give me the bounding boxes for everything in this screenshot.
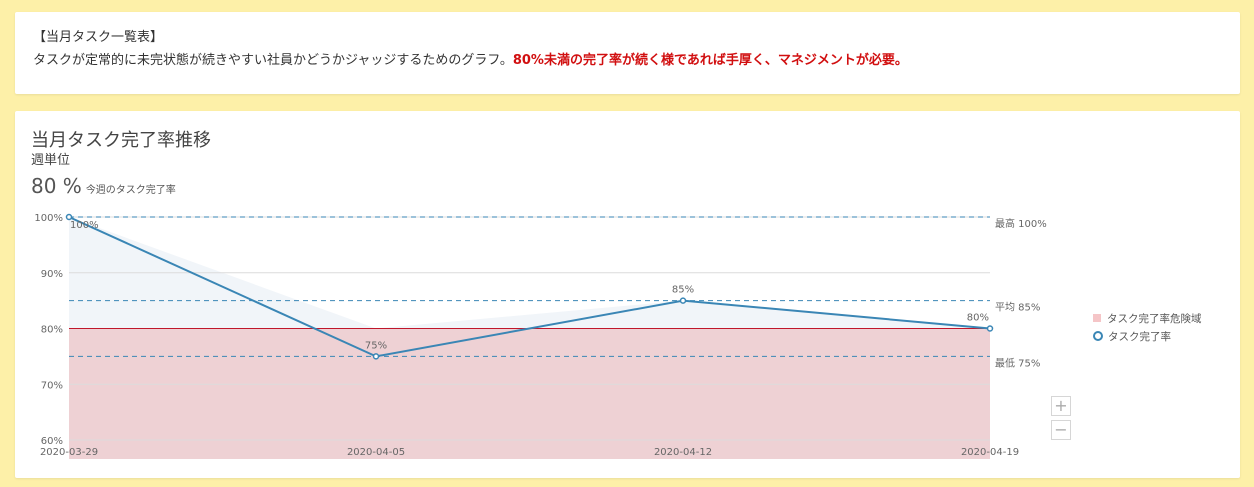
data-label: 100% (70, 220, 99, 231)
data-point (65, 213, 73, 221)
y-tick-label: 80% (41, 325, 63, 336)
y-tick-label: 100% (34, 213, 63, 224)
data-point (986, 325, 994, 332)
y-tick-label: 60% (41, 436, 63, 447)
x-tick-label: 2020-03-29 (40, 447, 98, 458)
chart-subtitle: 週単位 (31, 153, 71, 168)
x-tick-label: 2020-04-19 (961, 447, 1019, 458)
info-description-text: タスクが定常的に未完状態が続きやすい社員かどうかジャッジするためのグラフ。 (33, 53, 513, 68)
completion-rate-chart: 60% 70% 80% 90% 100% 最高 100% 平均 85% 最低 75% 2020-… (34, 213, 1047, 459)
y-tick-label: 90% (41, 269, 63, 280)
completion-rate-line (68, 216, 991, 358)
chart-title: 当月タスク完了率推移 (31, 130, 211, 151)
info-title: 【当月タスク一覧表】 (33, 30, 164, 45)
data-label: 80% (967, 313, 989, 324)
x-tick-label: 2020-04-05 (347, 447, 405, 458)
reference-line-label: 最低 75% (995, 356, 1040, 369)
reference-line-label: 最高 100% (995, 217, 1047, 230)
danger-zone-swatch-icon (1093, 314, 1101, 322)
reference-line-label: 平均 85% (995, 302, 1040, 314)
legend-label-danger-zone: タスク完了率危険域 (1107, 312, 1202, 325)
data-point (679, 297, 687, 304)
legend-label-completion-rate: タスク完了率 (1108, 330, 1171, 343)
line-marker-swatch-icon (1093, 331, 1103, 341)
zoom-out-button[interactable]: − (1051, 420, 1071, 440)
data-label: 85% (672, 285, 694, 296)
info-description: タスクが定常的に未完状態が続きやすい社員かどうかジャッジするためのグラフ。80%… (33, 49, 908, 68)
current-week-kpi: 80 % 今週のタスク完了率 (31, 174, 176, 198)
data-label: 75% (365, 340, 387, 351)
danger-zone-area (69, 328, 990, 459)
y-tick-label: 70% (41, 380, 63, 391)
x-tick-label: 2020-04-12 (654, 447, 712, 458)
info-warning-text: 80%未満の完了率が続く様であれば手厚く、マネジメントが必要。 (512, 53, 908, 68)
info-card: 【当月タスク一覧表】 タスクが定常的に未完状態が続きやすい社員かどうかジャッジす… (15, 12, 1240, 94)
chart-legend: タスク完了率危険域 タスク完了率 (1093, 309, 1202, 345)
area-above-threshold (69, 217, 990, 329)
kpi-value: 80 % (31, 174, 82, 198)
legend-item-completion-rate[interactable]: タスク完了率 (1093, 327, 1202, 345)
zoom-in-button[interactable]: + (1051, 396, 1071, 416)
data-point (372, 353, 380, 360)
chart-card: 60% 70% 80% 90% 100% 最高 100% 平均 85% 最低 75% 2020-… (15, 111, 1240, 478)
kpi-label: 今週のタスク完了率 (85, 185, 176, 196)
legend-item-danger-zone[interactable]: タスク完了率危険域 (1093, 309, 1202, 327)
